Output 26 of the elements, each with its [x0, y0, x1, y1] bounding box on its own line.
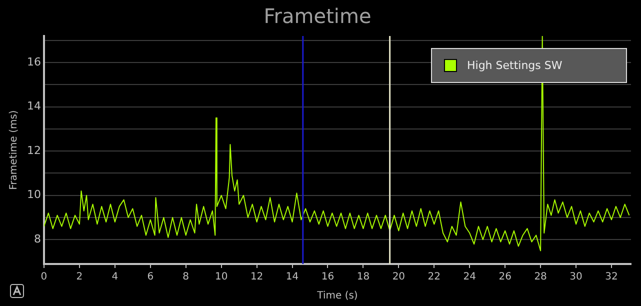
x-tick-label: 8	[182, 272, 190, 283]
x-tick-label: 14	[286, 272, 299, 283]
x-tick-label: 20	[392, 272, 406, 283]
y-tick-label: 10	[26, 188, 41, 202]
x-tick-label: 12	[250, 272, 264, 283]
x-tick-label: 22	[428, 272, 441, 283]
x-tick-label: 18	[356, 272, 370, 283]
x-tick-label: 10	[214, 272, 228, 283]
x-tick-label: 4	[112, 272, 118, 283]
x-tick-label: 26	[498, 272, 512, 283]
x-tick-label: 6	[147, 272, 154, 283]
x-tick-label: 0	[40, 272, 48, 283]
chart-title: Frametime	[264, 4, 372, 28]
x-tick-label: 28	[534, 272, 547, 283]
x-tick-label: 32	[605, 272, 618, 283]
x-tick-label: 16	[321, 272, 334, 283]
y-tick-label: 8	[34, 232, 41, 246]
legend-label: High Settings SW	[467, 59, 562, 72]
y-tick-label: 16	[26, 55, 41, 68]
y-axis-title: Frametime (ms)	[8, 110, 20, 190]
x-tick-label: 2	[76, 272, 83, 283]
x-axis-title: Time (s)	[316, 290, 358, 302]
x-tick-label: 24	[463, 272, 476, 283]
x-tick-label: 30	[570, 272, 582, 283]
y-tick-label: 12	[26, 144, 41, 157]
y-tick-label: 14	[26, 100, 41, 113]
